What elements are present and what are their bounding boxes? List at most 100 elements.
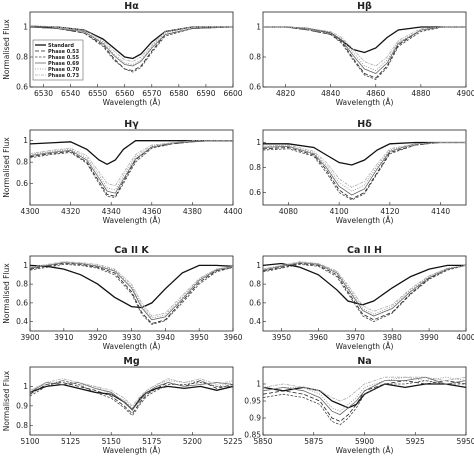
x-tick-label: 5125 <box>61 437 80 446</box>
series-line <box>30 383 233 411</box>
chart-panel: Hβ 4820 4840 4860 4880 4900 0.6 0.8 1 Wavelength … <box>249 1 474 107</box>
x-tick-label: 5225 <box>223 437 242 446</box>
x-axis-label: Wavelength (Å) <box>103 98 161 107</box>
plot-frame <box>29 11 234 88</box>
x-tick-label: 3960 <box>223 333 242 342</box>
x-tick-label: 6560 <box>115 89 134 98</box>
series-line <box>30 140 233 187</box>
y-tick-label: 1 <box>256 380 261 389</box>
y-tick-label: 1 <box>23 261 28 270</box>
series-line <box>30 25 233 62</box>
legend-entry: Phase 0.69 <box>48 61 80 67</box>
x-tick-label: 4360 <box>142 207 161 216</box>
series-line <box>30 262 233 319</box>
series-line <box>30 261 233 317</box>
x-tick-label: 5875 <box>304 437 323 446</box>
x-tick-label: 5100 <box>20 437 39 446</box>
plot-frame <box>29 129 234 206</box>
x-tick-label: 5175 <box>142 437 161 446</box>
x-tick-label: 5950 <box>456 437 474 446</box>
series-line <box>30 380 233 417</box>
series-line <box>263 26 466 54</box>
series-line <box>30 378 233 407</box>
panel-title: Mg <box>123 356 139 367</box>
x-tick-label: 3980 <box>383 333 402 342</box>
x-tick-label: 4380 <box>183 207 202 216</box>
x-tick-label: 4320 <box>61 207 80 216</box>
x-tick-label: 6600 <box>223 89 242 98</box>
y-tick-label: 0.4 <box>16 317 28 326</box>
series-line <box>263 141 466 166</box>
x-tick-label: 4900 <box>456 89 474 98</box>
y-axis-label: Normalised Flux <box>2 263 11 324</box>
series-line <box>30 140 233 166</box>
x-tick-label: 6550 <box>88 89 107 98</box>
x-tick-label: 5150 <box>102 437 121 446</box>
x-tick-label: 4400 <box>223 207 242 216</box>
y-tick-label: 0.6 <box>16 83 28 92</box>
y-tick-label: 1 <box>256 261 261 270</box>
series-line <box>263 262 466 306</box>
y-tick-label: 0.8 <box>16 421 28 430</box>
y-tick-label: 0.8 <box>249 53 261 62</box>
y-axis-label: Normalised Flux <box>2 137 11 198</box>
series-line <box>263 380 466 426</box>
legend-entry: Phase 0.55 <box>48 55 80 61</box>
y-tick-label: 1 <box>23 382 28 391</box>
x-tick-label: 5925 <box>406 437 425 446</box>
panel-title: Hα <box>124 1 139 12</box>
panel-title: Na <box>357 356 371 367</box>
y-tick-label: 0.6 <box>16 179 28 188</box>
chart-panel: Ca II H 3950 3960 3970 3980 3990 4000 0.4 0.6 0.8… <box>249 245 474 351</box>
panel-title: Ca II K <box>114 245 149 256</box>
x-tick-label: 3950 <box>190 333 209 342</box>
y-tick-label: 0.8 <box>16 280 28 289</box>
y-tick-label: 0.9 <box>16 401 28 410</box>
series-line <box>263 142 466 201</box>
y-tick-label: 0.6 <box>249 83 261 92</box>
x-tick-label: 3960 <box>309 333 328 342</box>
series-line <box>263 26 466 80</box>
series-line <box>30 26 233 67</box>
plot-frame <box>262 366 467 436</box>
panel-title: Hγ <box>124 119 139 130</box>
x-tick-label: 4860 <box>366 89 385 98</box>
x-tick-label: 3910 <box>54 333 73 342</box>
series-line <box>263 263 466 323</box>
x-tick-label: 3920 <box>88 333 107 342</box>
y-tick-label: 0.8 <box>16 158 28 167</box>
x-tick-label: 4100 <box>330 207 349 216</box>
panel-title: Hδ <box>357 119 372 130</box>
x-tick-label: 3900 <box>20 333 39 342</box>
y-tick-label: 1 <box>23 136 28 145</box>
series-line <box>30 25 233 65</box>
y-axis-label: Normalised Flux <box>2 19 11 80</box>
chart-panel: Hγ 4300 4320 4340 4360 4380 4400 0.6 0.8 1 Wavelen… <box>2 119 243 225</box>
y-tick-label: 1 <box>23 23 28 32</box>
legend-box <box>32 39 84 81</box>
y-tick-label: 0.4 <box>249 317 261 326</box>
series-line <box>263 26 466 67</box>
legend-entry: Phase 0.73 <box>48 73 80 79</box>
plot-frame <box>29 255 234 332</box>
x-axis-label: Wavelength (Å) <box>336 446 394 455</box>
series-line <box>263 26 466 71</box>
y-tick-label: 0.8 <box>249 280 261 289</box>
series-line <box>30 264 233 309</box>
plot-frame <box>262 255 467 332</box>
x-tick-label: 4120 <box>380 207 399 216</box>
x-axis-label: Wavelength (Å) <box>103 446 161 455</box>
series-line <box>263 263 466 321</box>
chart-panel: Hα 6530 6540 6550 6560 6570 6580 6590 6600 0.6 0.8… <box>2 1 243 107</box>
chart-panel: Ca II K 3900 3910 3920 3930 3940 3950 3960 0.4 0.… <box>2 245 243 351</box>
legend-entry: Standard <box>48 43 74 49</box>
y-tick-label: 0.6 <box>16 298 28 307</box>
series-line <box>263 26 466 74</box>
x-tick-label: 6530 <box>34 89 53 98</box>
y-tick-label: 0.8 <box>16 53 28 62</box>
x-axis-label: Wavelength (Å) <box>336 342 394 351</box>
x-tick-label: 5200 <box>183 437 202 446</box>
series-line <box>263 262 466 317</box>
series-line <box>30 382 233 411</box>
x-tick-label: 6570 <box>142 89 161 98</box>
